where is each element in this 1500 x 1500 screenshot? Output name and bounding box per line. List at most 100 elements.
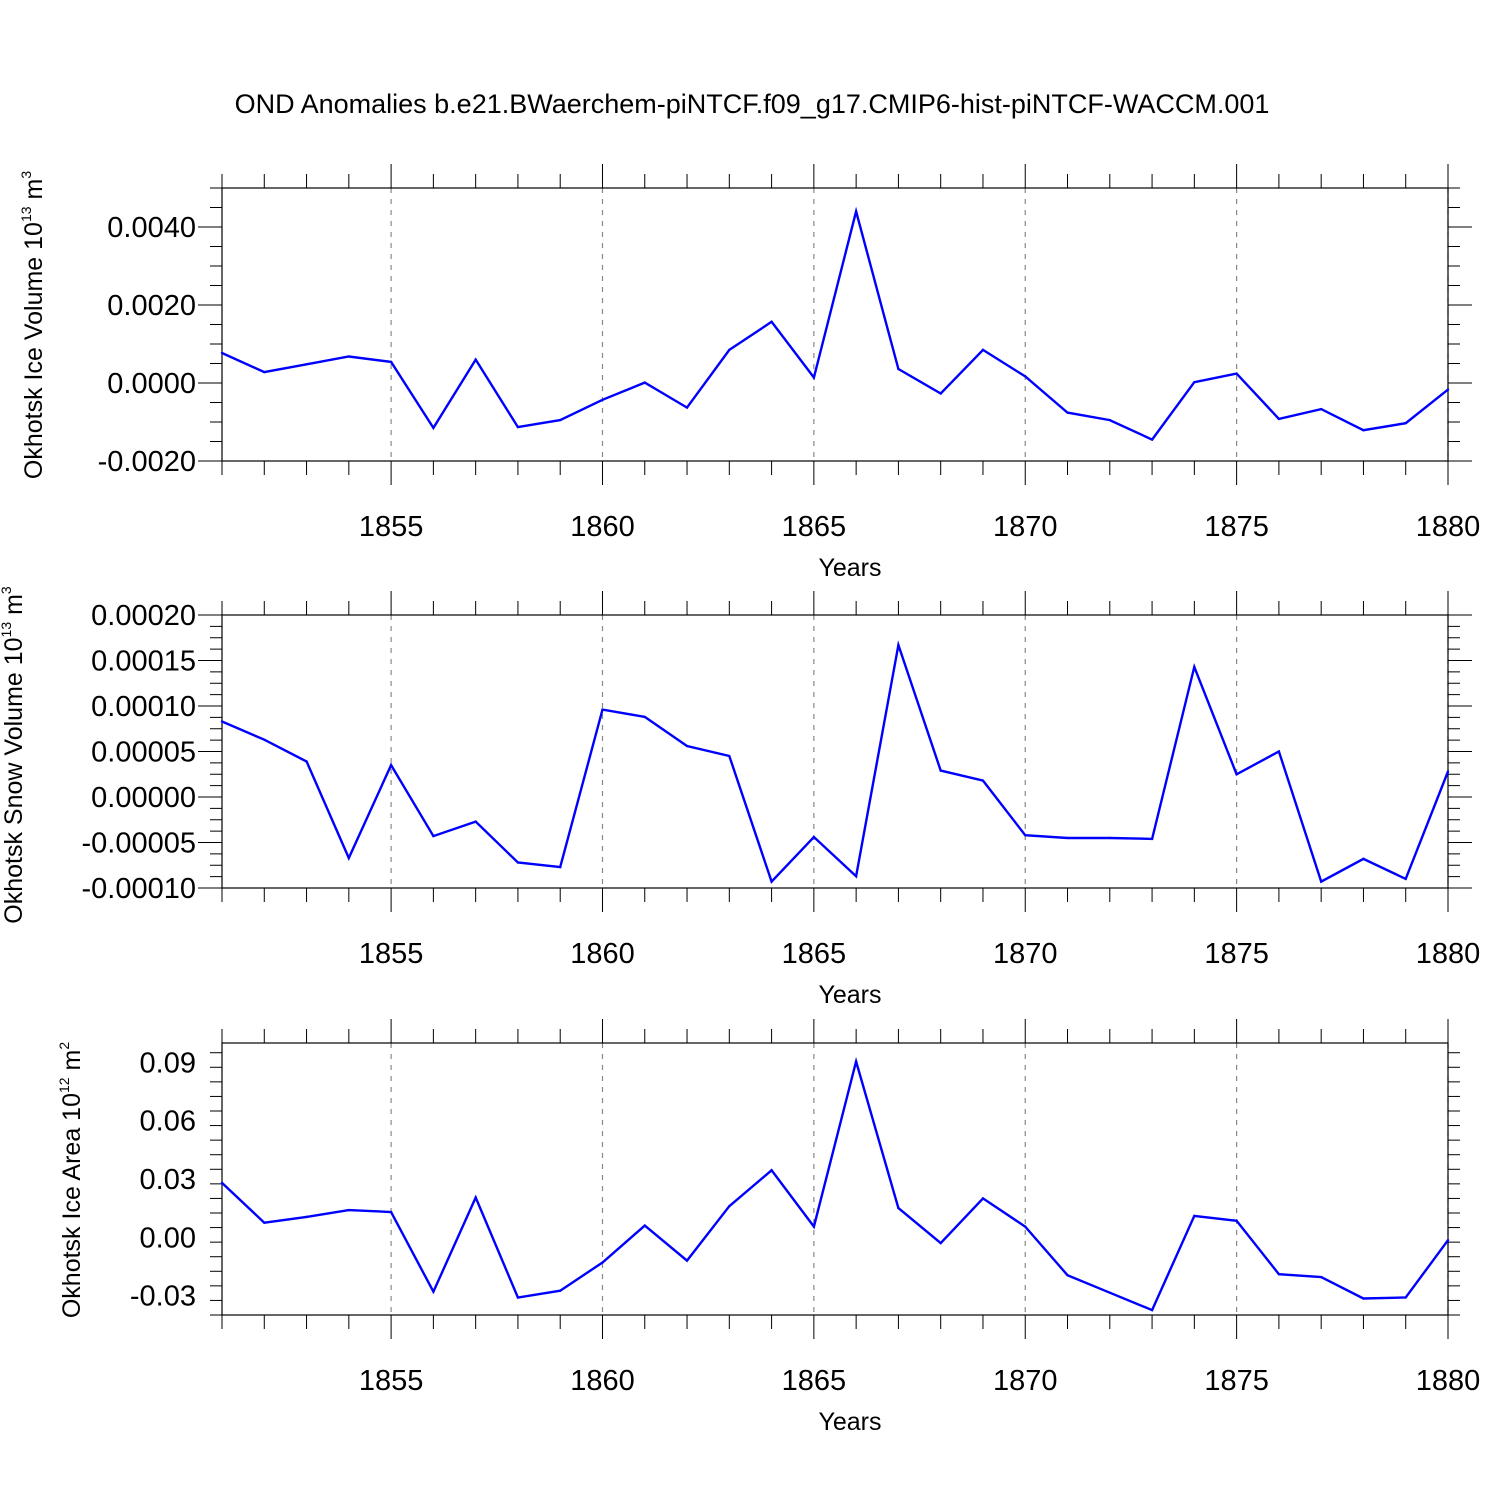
data-point xyxy=(1277,417,1281,421)
data-point xyxy=(1024,834,1027,837)
data-point xyxy=(263,370,266,374)
data-point xyxy=(1150,438,1154,441)
data-point xyxy=(728,348,731,352)
y-tick-label: 0.00 xyxy=(140,1222,196,1254)
x-tick-label: 1855 xyxy=(359,938,424,970)
data-point xyxy=(1066,411,1069,414)
x-tick-label: 1875 xyxy=(1204,1365,1269,1397)
y-tick-label: 0.00000 xyxy=(91,782,196,814)
y-tick-label: 0.00020 xyxy=(91,600,196,632)
x-axis-label: Years xyxy=(818,981,881,1009)
y-tick-label: 0.00015 xyxy=(91,646,196,678)
y-axis-label: Okhotsk Ice Volume 1013 m3 xyxy=(18,171,48,479)
data-point xyxy=(1362,428,1365,432)
data-point xyxy=(305,363,308,366)
data-point xyxy=(389,763,393,767)
data-point xyxy=(347,355,351,358)
data-point xyxy=(263,1221,266,1224)
data-point xyxy=(516,1296,520,1299)
y-tick-label: -0.03 xyxy=(130,1281,196,1313)
y-tick-label: 0.00010 xyxy=(91,691,196,723)
data-point xyxy=(1404,1296,1407,1299)
x-tick-label: 1870 xyxy=(993,511,1058,543)
data-point xyxy=(854,210,858,213)
data-point xyxy=(1446,1239,1450,1242)
data-point xyxy=(601,1261,604,1264)
x-tick-label: 1870 xyxy=(993,1365,1058,1397)
y-tick-label: 0.0020 xyxy=(107,290,196,322)
data-point xyxy=(1319,407,1323,411)
y-tick-label: 0.06 xyxy=(140,1106,196,1138)
data-point xyxy=(897,1206,900,1210)
y-tick-label: -0.0020 xyxy=(98,446,196,478)
data-point xyxy=(812,376,816,379)
y-tick-label: 0.0040 xyxy=(107,212,196,244)
data-point xyxy=(770,880,773,883)
y-tick-label: -0.00005 xyxy=(82,828,197,860)
data-point xyxy=(685,744,689,748)
data-point xyxy=(559,865,562,869)
data-point xyxy=(685,1259,689,1262)
data-point xyxy=(220,720,224,723)
x-tick-label: 1865 xyxy=(782,938,847,970)
data-point xyxy=(1193,665,1196,669)
data-point xyxy=(1319,880,1323,883)
data-point xyxy=(685,406,689,409)
data-point xyxy=(770,1169,773,1172)
data-point xyxy=(1235,1219,1238,1222)
data-point xyxy=(559,1289,562,1292)
data-point xyxy=(1362,1297,1365,1300)
data-point xyxy=(1193,1214,1196,1218)
data-point xyxy=(1277,1273,1281,1276)
data-point xyxy=(474,358,477,361)
data-point xyxy=(389,360,393,364)
series-line xyxy=(221,206,1449,442)
y-axis-label: Okhotsk Ice Area 1012 m2 xyxy=(56,1042,86,1318)
data-point xyxy=(643,715,646,719)
data-point xyxy=(220,351,224,355)
x-tick-label: 1875 xyxy=(1204,511,1269,543)
y-axis-label: Okhotsk Snow Volume 1013 m3 xyxy=(0,586,28,924)
y-tick-label: -0.00010 xyxy=(82,873,197,905)
data-point xyxy=(1277,750,1281,753)
data-point xyxy=(1024,375,1027,378)
data-point xyxy=(1066,836,1069,840)
x-tick-label: 1880 xyxy=(1416,1365,1481,1397)
x-tick-label: 1875 xyxy=(1204,938,1269,970)
x-tick-label: 1855 xyxy=(359,1365,424,1397)
data-point xyxy=(812,1225,816,1228)
data-point xyxy=(601,708,604,711)
data-point xyxy=(1235,372,1238,375)
data-point xyxy=(220,1181,224,1185)
x-axis-label: Years xyxy=(818,1408,881,1436)
data-point xyxy=(1193,381,1196,384)
data-point xyxy=(432,834,435,838)
data-point xyxy=(516,425,520,429)
data-point xyxy=(1319,1275,1323,1279)
data-point xyxy=(854,874,858,878)
x-tick-label: 1855 xyxy=(359,511,424,543)
x-tick-label: 1860 xyxy=(570,1365,635,1397)
x-tick-label: 1880 xyxy=(1416,511,1481,543)
x-tick-label: 1865 xyxy=(782,511,847,543)
y-tick-label: 0.0000 xyxy=(107,368,196,400)
data-point xyxy=(1404,421,1407,425)
data-point xyxy=(516,861,520,864)
data-point xyxy=(1066,1273,1069,1277)
data-point xyxy=(897,367,900,371)
data-point xyxy=(305,1215,308,1219)
data-point xyxy=(770,320,773,323)
data-point xyxy=(728,754,731,758)
data-point xyxy=(1150,837,1154,841)
x-tick-label: 1860 xyxy=(570,511,635,543)
plot-frame xyxy=(221,614,1449,889)
x-tick-label: 1860 xyxy=(570,938,635,970)
data-point xyxy=(939,392,942,395)
data-point xyxy=(981,1197,985,1200)
x-tick-label: 1865 xyxy=(782,1365,847,1397)
data-point xyxy=(1362,857,1365,861)
data-point xyxy=(981,779,985,782)
y-tick-label: 0.09 xyxy=(140,1047,196,1079)
data-point xyxy=(601,398,604,401)
